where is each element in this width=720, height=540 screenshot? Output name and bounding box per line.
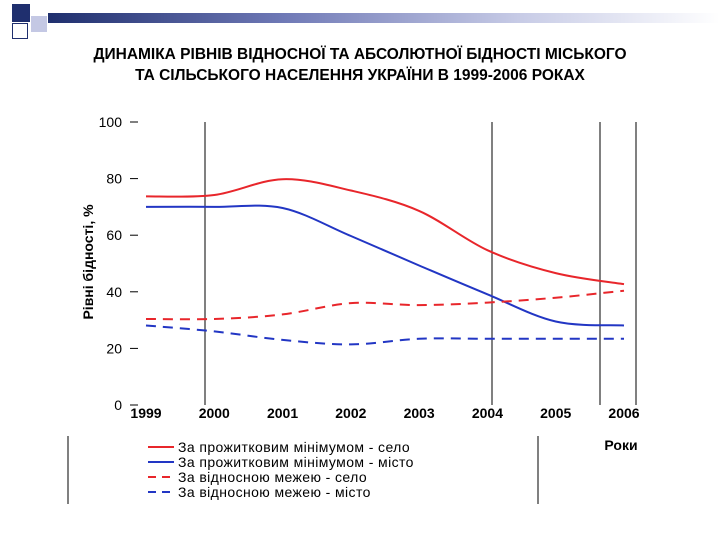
series-layer [145,178,625,346]
y-tick-label: 60 [106,227,122,243]
legend-label-1: За прожитковим мінімумом - село [178,439,410,455]
x-tick-label: 2004 [472,405,503,421]
x-tick-label: 2003 [404,405,435,421]
x-tick-label: 2001 [267,405,298,421]
y-tick-label: 20 [106,340,122,356]
corner-square-light [31,16,47,32]
legend-label-4: За відносною межею - місто [178,484,371,500]
header-gradient-bar [48,13,720,23]
x-tick-label: 1999 [130,405,161,421]
y-tick-label: 100 [99,114,123,130]
x-tick-label: 2000 [199,405,230,421]
title-line-2: ТА СІЛЬСЬКОГО НАСЕЛЕННЯ УКРАЇНИ В 1999-2… [135,67,585,84]
y-axis-label: Рівні бідності, % [80,204,96,320]
legend-label-2: За прожитковим мінімумом - місто [178,454,414,470]
corner-square-outline [12,23,28,39]
corner-square-dark [12,4,30,22]
y-tick-label: 0 [114,397,122,413]
series-line-2 [145,204,625,327]
y-tick-label: 80 [106,171,122,187]
series-line-3 [145,289,625,321]
x-tick-label: 2002 [335,405,366,421]
x-tick-label: 2006 [608,405,639,421]
legend-label-3: За відносною межею - село [178,469,367,485]
series-line-4 [145,324,624,346]
x-tick-label: 2005 [540,405,571,421]
series-line-1 [145,178,625,286]
title-line-1: ДИНАМІКА РІВНІВ ВІДНОСНОЇ ТА АБСОЛЮТНОЇ … [93,46,627,63]
y-tick-label: 40 [106,284,122,300]
page-title: ДИНАМІКА РІВНІВ ВІДНОСНОЇ ТА АБСОЛЮТНОЇ … [0,44,720,86]
x-axis-label: Роки [604,437,637,453]
axes-layer: 0 20 40 60 80 100 1999 2000 2001 2002 2003 2004 2005… [80,114,640,453]
